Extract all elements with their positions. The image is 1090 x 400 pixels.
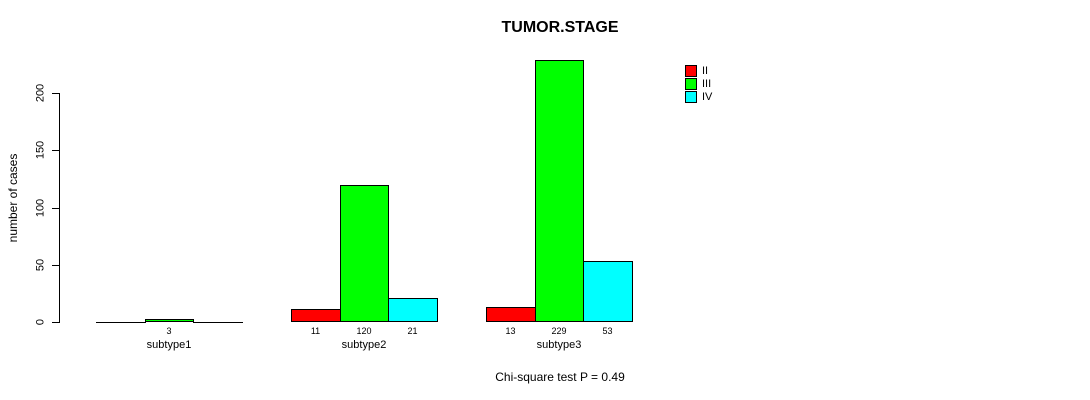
y-tick-label: 150	[34, 140, 47, 160]
bar-II-subtype1	[96, 322, 146, 323]
x-category-label-subtype2: subtype2	[341, 339, 387, 351]
y-tick-label: 200	[34, 83, 47, 103]
chi-square-annotation: Chi-square test P = 0.49	[495, 370, 625, 384]
bar-II-subtype2	[291, 309, 341, 322]
bar-IV-subtype3	[583, 261, 633, 322]
y-tick	[52, 265, 59, 266]
y-axis-line	[59, 93, 60, 323]
bar-III-subtype3	[535, 60, 584, 322]
y-tick-label: 0	[34, 318, 47, 326]
bar-value-label: 11	[310, 326, 321, 336]
bar-IV-subtype2	[388, 298, 438, 322]
legend-item-IV: IV	[685, 91, 712, 103]
legend-label: IV	[702, 90, 713, 103]
legend-item-III: III	[685, 78, 712, 90]
bar-value-label: 120	[356, 326, 372, 336]
y-tick-label: 100	[34, 198, 47, 218]
bar-III-subtype2	[340, 185, 389, 322]
legend-item-II: II	[685, 65, 712, 77]
y-tick	[52, 93, 59, 94]
legend-swatch-icon	[685, 65, 697, 77]
bar-II-subtype3	[486, 307, 536, 322]
x-category-label-subtype1: subtype1	[146, 339, 192, 351]
bar-value-label: 53	[602, 326, 613, 336]
legend-label: II	[702, 64, 709, 77]
legend-swatch-icon	[685, 78, 697, 90]
chart-title: TUMOR.STAGE	[501, 19, 619, 36]
bar-value-label: 3	[166, 326, 172, 336]
bar-III-subtype1	[145, 319, 194, 322]
bar-value-label: 229	[551, 326, 567, 336]
bar-value-label: 21	[407, 326, 418, 336]
bar-IV-subtype1	[193, 322, 243, 323]
y-tick	[52, 208, 59, 209]
legend: II III IV	[685, 65, 712, 104]
y-tick	[52, 322, 59, 323]
legend-label: III	[702, 77, 712, 90]
y-tick	[52, 150, 59, 151]
legend-swatch-icon	[685, 91, 697, 103]
x-category-label-subtype3: subtype3	[536, 339, 582, 351]
y-tick-label: 50	[34, 258, 47, 272]
bar-value-label: 13	[505, 326, 516, 336]
